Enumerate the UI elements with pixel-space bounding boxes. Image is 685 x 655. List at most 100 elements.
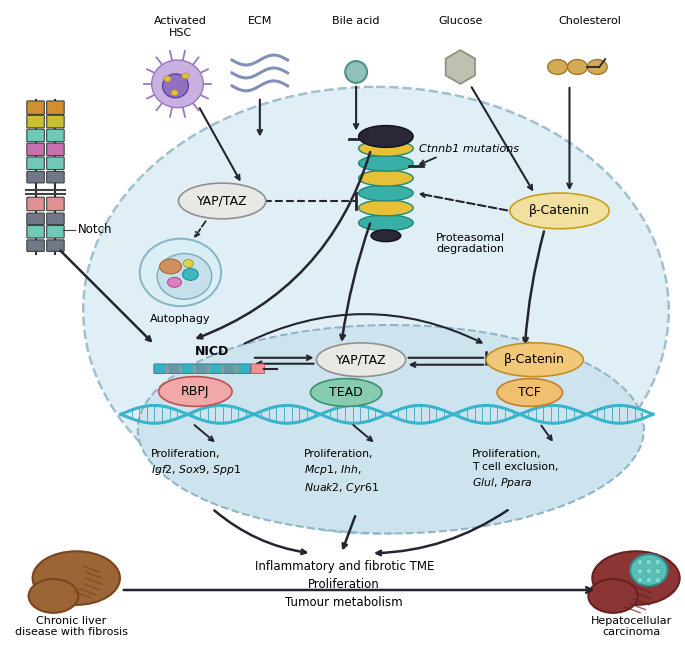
FancyBboxPatch shape — [27, 115, 45, 128]
FancyBboxPatch shape — [27, 197, 45, 211]
Ellipse shape — [630, 554, 668, 586]
Ellipse shape — [182, 73, 189, 79]
FancyBboxPatch shape — [168, 364, 182, 373]
FancyBboxPatch shape — [27, 143, 45, 156]
FancyBboxPatch shape — [47, 172, 64, 183]
Ellipse shape — [646, 577, 652, 583]
Text: Activated
HSC: Activated HSC — [154, 16, 207, 38]
FancyBboxPatch shape — [208, 365, 210, 373]
Text: Proliferation,
T cell exclusion,
$Glul$, $Ppara$: Proliferation, T cell exclusion, $Glul$,… — [472, 449, 559, 491]
Text: Bile acid: Bile acid — [332, 16, 380, 26]
Text: YAP/TAZ: YAP/TAZ — [336, 353, 386, 366]
FancyBboxPatch shape — [193, 365, 197, 373]
Ellipse shape — [160, 259, 182, 274]
Text: TEAD: TEAD — [329, 386, 363, 399]
FancyBboxPatch shape — [47, 213, 64, 225]
FancyBboxPatch shape — [47, 115, 64, 128]
FancyBboxPatch shape — [221, 365, 224, 373]
Ellipse shape — [29, 579, 78, 613]
FancyBboxPatch shape — [251, 364, 264, 373]
Ellipse shape — [637, 559, 643, 565]
Ellipse shape — [567, 60, 587, 75]
Ellipse shape — [655, 559, 661, 565]
Text: YAP/TAZ: YAP/TAZ — [197, 195, 247, 208]
Ellipse shape — [83, 87, 669, 533]
FancyBboxPatch shape — [47, 129, 64, 141]
Text: Ctnnb1 mutations: Ctnnb1 mutations — [419, 144, 519, 155]
Ellipse shape — [162, 74, 188, 98]
FancyBboxPatch shape — [27, 172, 45, 183]
Text: β-Catenin: β-Catenin — [504, 353, 565, 366]
Ellipse shape — [159, 377, 232, 406]
Text: β-Catenin: β-Catenin — [529, 204, 590, 217]
Ellipse shape — [359, 170, 413, 186]
Text: TCF: TCF — [519, 386, 541, 399]
FancyBboxPatch shape — [27, 157, 45, 170]
FancyBboxPatch shape — [182, 364, 195, 373]
Ellipse shape — [646, 568, 652, 574]
FancyBboxPatch shape — [47, 101, 64, 115]
Ellipse shape — [310, 379, 382, 406]
Ellipse shape — [510, 193, 609, 229]
FancyBboxPatch shape — [27, 101, 45, 115]
Ellipse shape — [171, 90, 178, 96]
Text: Cholesterol: Cholesterol — [558, 16, 621, 26]
Ellipse shape — [547, 60, 567, 75]
Ellipse shape — [359, 126, 413, 147]
Ellipse shape — [345, 61, 367, 83]
FancyBboxPatch shape — [47, 143, 64, 156]
Text: NICD: NICD — [195, 345, 229, 358]
Ellipse shape — [316, 343, 406, 377]
FancyBboxPatch shape — [154, 364, 167, 373]
Polygon shape — [446, 50, 475, 84]
Text: ECM: ECM — [248, 16, 272, 26]
Ellipse shape — [168, 277, 182, 288]
Text: Inflammatory and fibrotic TME
Proliferation
Tumour metabolism: Inflammatory and fibrotic TME Proliferat… — [255, 560, 434, 609]
Ellipse shape — [359, 185, 413, 201]
Ellipse shape — [587, 60, 607, 75]
Text: Autophagy: Autophagy — [150, 314, 211, 324]
FancyBboxPatch shape — [47, 225, 64, 238]
Text: RBPJ: RBPJ — [181, 385, 210, 398]
Ellipse shape — [184, 259, 193, 267]
FancyBboxPatch shape — [210, 364, 223, 373]
Ellipse shape — [164, 76, 171, 82]
FancyBboxPatch shape — [179, 365, 182, 373]
Text: Chronic liver
disease with fibrosis: Chronic liver disease with fibrosis — [15, 616, 128, 637]
Ellipse shape — [359, 200, 413, 216]
FancyBboxPatch shape — [27, 240, 45, 252]
Ellipse shape — [637, 577, 643, 583]
Ellipse shape — [655, 568, 661, 574]
Ellipse shape — [182, 269, 199, 280]
Ellipse shape — [486, 343, 584, 377]
FancyBboxPatch shape — [195, 364, 209, 373]
FancyBboxPatch shape — [47, 197, 64, 211]
Ellipse shape — [359, 140, 413, 157]
Ellipse shape — [655, 577, 661, 583]
Ellipse shape — [588, 579, 638, 613]
Ellipse shape — [151, 60, 203, 107]
Text: Proliferation,
$Igf2$, $Sox9$, $Spp1$: Proliferation, $Igf2$, $Sox9$, $Spp1$ — [151, 449, 241, 477]
FancyBboxPatch shape — [235, 365, 238, 373]
Text: Proliferation,
$Mcp1$, $Ihh$,
$Nuak2$, $Cyr61$: Proliferation, $Mcp1$, $Ihh$, $Nuak2$, $… — [303, 449, 379, 495]
FancyBboxPatch shape — [223, 364, 237, 373]
Ellipse shape — [179, 183, 266, 219]
Ellipse shape — [646, 559, 652, 565]
FancyBboxPatch shape — [27, 225, 45, 238]
Text: Hepatocellular
carcinoma: Hepatocellular carcinoma — [590, 616, 671, 637]
Ellipse shape — [371, 230, 401, 242]
FancyBboxPatch shape — [27, 129, 45, 141]
Text: Proteasomal
degradation: Proteasomal degradation — [436, 233, 505, 254]
Text: Notch: Notch — [78, 223, 113, 236]
FancyBboxPatch shape — [166, 365, 169, 373]
FancyBboxPatch shape — [27, 213, 45, 225]
Ellipse shape — [359, 155, 413, 171]
FancyBboxPatch shape — [47, 240, 64, 252]
Ellipse shape — [637, 568, 643, 574]
Ellipse shape — [157, 253, 212, 299]
Text: Glucose: Glucose — [438, 16, 482, 26]
Ellipse shape — [593, 552, 680, 605]
Ellipse shape — [140, 238, 221, 306]
FancyBboxPatch shape — [47, 157, 64, 170]
Ellipse shape — [33, 552, 120, 605]
